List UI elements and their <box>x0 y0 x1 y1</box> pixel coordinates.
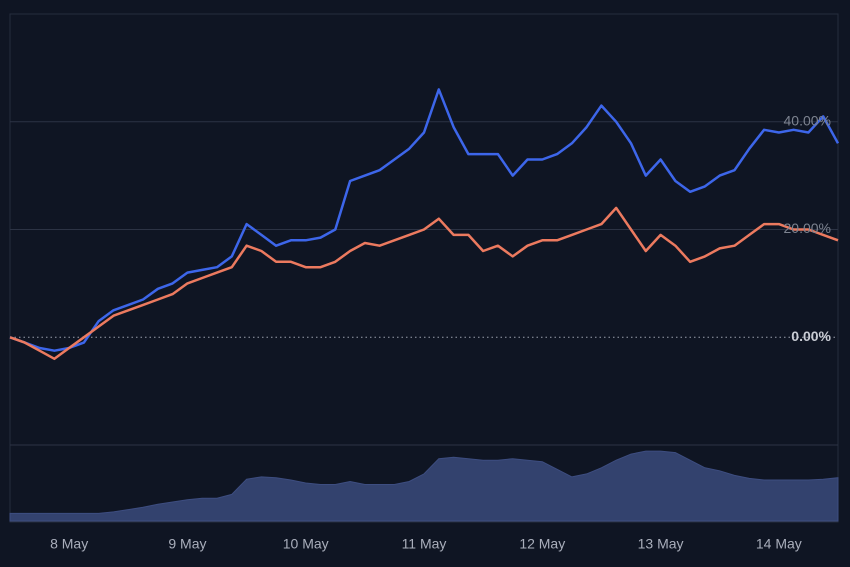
x-tick-label: 13 May <box>638 536 684 552</box>
x-tick-label: 14 May <box>756 536 802 552</box>
y-tick-label: 40.00% <box>784 112 831 128</box>
y-tick-label: 20.00% <box>784 220 831 236</box>
y-tick-label: 0.00% <box>791 328 831 344</box>
line-series <box>9 206 839 361</box>
x-tick-label: 11 May <box>402 536 447 552</box>
panel-border <box>9 13 839 523</box>
x-tick-label: 9 May <box>168 536 206 552</box>
line-series <box>9 88 840 352</box>
x-tick-label: 12 May <box>519 536 565 552</box>
x-tick-label: 10 May <box>283 536 329 552</box>
x-tick-label: 8 May <box>50 536 88 552</box>
volume-area <box>9 450 839 522</box>
